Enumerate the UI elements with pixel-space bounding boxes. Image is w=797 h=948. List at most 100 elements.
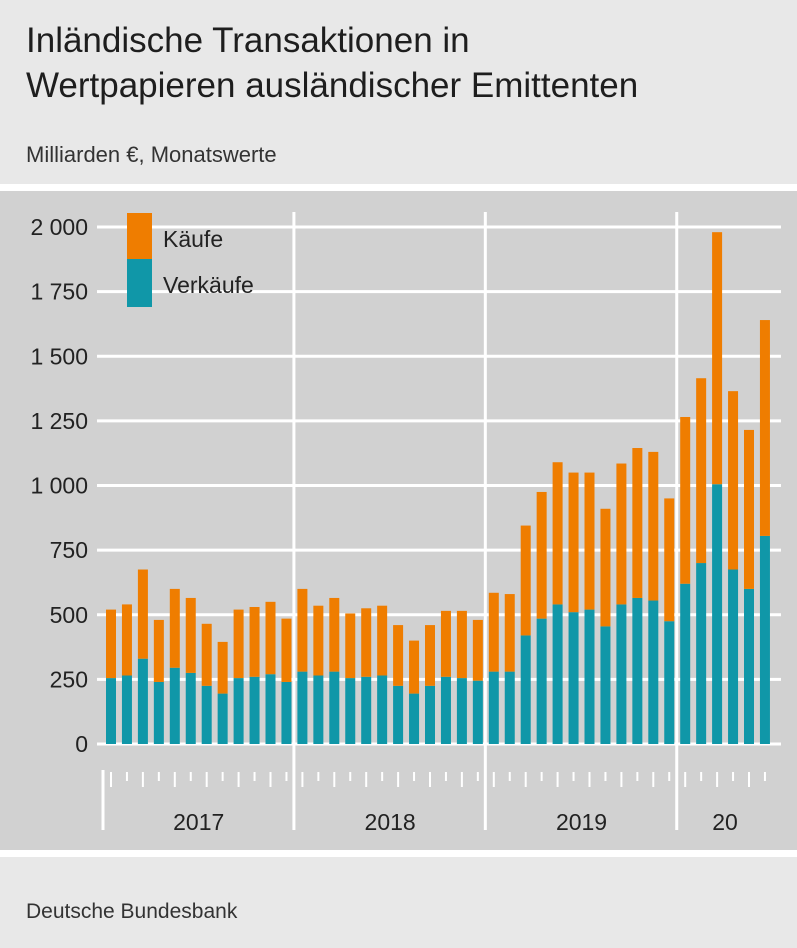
bar-verkaeufe-2017-05 — [169, 667, 180, 744]
bar-kaeufe-2019-10 — [632, 448, 643, 598]
bar-kaeufe-2017-11 — [265, 601, 276, 675]
bar-verkaeufe-2020-06 — [759, 535, 770, 744]
legend-label-kaeufe: Käufe — [163, 226, 223, 252]
bar-kaeufe-2017-02 — [121, 604, 132, 676]
bar-verkaeufe-2018-11 — [456, 678, 467, 744]
year-label-2018: 2018 — [365, 809, 416, 835]
bar-kaeufe-2017-03 — [137, 569, 148, 659]
bar-verkaeufe-2017-04 — [153, 681, 164, 744]
chart-subtitle: Milliarden €, Monatswerte — [26, 142, 277, 167]
year-label-2019: 2019 — [556, 809, 607, 835]
bar-verkaeufe-2019-11 — [648, 600, 659, 744]
legend-swatch-verkaeufe — [127, 259, 152, 307]
year-label-2017: 2017 — [173, 809, 224, 835]
bar-kaeufe-2017-08 — [217, 641, 228, 694]
year-label-20: 20 — [712, 809, 738, 835]
bar-verkaeufe-2019-01 — [488, 671, 499, 744]
bar-verkaeufe-2017-02 — [121, 675, 132, 744]
bar-verkaeufe-2018-02 — [313, 675, 324, 744]
legend-label-verkaeufe: Verkäufe — [163, 272, 254, 298]
bar-kaeufe-2020-03 — [712, 232, 723, 485]
bar-verkaeufe-2018-12 — [472, 680, 483, 744]
bar-verkaeufe-2018-04 — [345, 678, 356, 744]
bar-kaeufe-2019-04 — [536, 491, 547, 619]
bar-verkaeufe-2017-09 — [233, 678, 244, 744]
y-tick-label: 500 — [50, 602, 88, 628]
bar-kaeufe-2020-05 — [744, 429, 754, 589]
bar-kaeufe-2017-06 — [185, 597, 196, 673]
bar-kaeufe-2019-05 — [552, 462, 563, 605]
bar-verkaeufe-2018-06 — [377, 675, 388, 744]
bar-kaeufe-2020-01 — [680, 416, 691, 584]
bar-kaeufe-2019-01 — [488, 592, 499, 672]
bar-verkaeufe-2020-05 — [744, 588, 754, 744]
bar-kaeufe-2017-05 — [169, 588, 180, 668]
bar-kaeufe-2017-10 — [249, 606, 260, 677]
bar-kaeufe-2017-09 — [233, 609, 244, 679]
bar-verkaeufe-2018-10 — [440, 676, 451, 744]
bar-verkaeufe-2019-02 — [504, 671, 515, 744]
bar-kaeufe-2017-01 — [106, 609, 116, 679]
title-line-2: Wertpapieren ausländischer Emittenten — [26, 66, 639, 105]
bar-kaeufe-2019-11 — [648, 451, 659, 601]
bar-verkaeufe-2019-04 — [536, 618, 547, 744]
bar-verkaeufe-2019-08 — [600, 626, 611, 744]
y-tick-label: 1 750 — [30, 279, 88, 305]
bar-verkaeufe-2018-08 — [409, 693, 420, 744]
bar-kaeufe-2017-12 — [281, 618, 292, 682]
bar-kaeufe-2018-12 — [472, 619, 483, 681]
bar-verkaeufe-2017-11 — [265, 674, 276, 744]
bar-verkaeufe-2017-12 — [281, 681, 292, 744]
bar-kaeufe-2018-08 — [409, 640, 420, 694]
bar-kaeufe-2017-04 — [153, 619, 164, 682]
y-tick-label: 750 — [50, 537, 88, 563]
bar-verkaeufe-2018-07 — [393, 685, 404, 744]
bar-verkaeufe-2017-06 — [185, 672, 196, 744]
bar-kaeufe-2018-02 — [313, 605, 324, 676]
bar-kaeufe-2019-12 — [664, 498, 675, 622]
bar-verkaeufe-2020-03 — [712, 484, 723, 744]
bar-verkaeufe-2020-04 — [728, 569, 739, 744]
bar-kaeufe-2020-06 — [759, 320, 770, 536]
y-tick-label: 0 — [75, 731, 88, 757]
bar-kaeufe-2018-05 — [361, 608, 372, 677]
bar-kaeufe-2019-06 — [568, 472, 579, 613]
bar-verkaeufe-2017-03 — [137, 658, 148, 744]
bar-kaeufe-2020-04 — [728, 391, 739, 570]
bar-verkaeufe-2019-03 — [520, 635, 531, 744]
bar-verkaeufe-2017-07 — [201, 685, 212, 744]
bar-kaeufe-2019-03 — [520, 525, 531, 636]
legend-swatch-kaeufe — [127, 213, 152, 259]
bar-kaeufe-2018-06 — [377, 605, 388, 676]
bar-verkaeufe-2019-10 — [632, 597, 643, 744]
bar-verkaeufe-2018-05 — [361, 676, 372, 744]
bar-verkaeufe-2019-07 — [584, 609, 595, 744]
bar-verkaeufe-2019-12 — [664, 621, 675, 744]
y-tick-label: 1 250 — [30, 408, 88, 434]
source-label: Deutsche Bundesbank — [26, 900, 238, 923]
y-tick-label: 2 000 — [30, 214, 88, 240]
bar-verkaeufe-2019-05 — [552, 604, 563, 744]
bar-verkaeufe-2019-09 — [616, 604, 627, 744]
bar-kaeufe-2018-01 — [297, 588, 308, 672]
chart-title: Inländische Transaktionen in Wertpapiere… — [26, 18, 786, 108]
bar-verkaeufe-2019-06 — [568, 612, 579, 744]
bar-verkaeufe-2018-09 — [425, 685, 435, 744]
bar-verkaeufe-2020-02 — [696, 563, 707, 744]
bar-verkaeufe-2018-01 — [297, 671, 308, 744]
bar-kaeufe-2019-08 — [600, 508, 611, 627]
y-tick-label: 250 — [50, 666, 88, 692]
bar-kaeufe-2020-02 — [696, 378, 707, 564]
bar-kaeufe-2018-10 — [440, 610, 451, 677]
top-divider — [0, 184, 797, 191]
bar-kaeufe-2017-07 — [201, 623, 212, 686]
bar-kaeufe-2018-11 — [456, 610, 467, 679]
bar-kaeufe-2018-04 — [345, 613, 356, 679]
bar-kaeufe-2019-07 — [584, 472, 595, 610]
bar-verkaeufe-2017-08 — [217, 693, 228, 744]
bar-verkaeufe-2017-10 — [249, 676, 260, 744]
bar-verkaeufe-2017-01 — [106, 678, 116, 744]
bar-kaeufe-2019-02 — [504, 594, 515, 672]
bar-kaeufe-2018-07 — [393, 625, 404, 686]
